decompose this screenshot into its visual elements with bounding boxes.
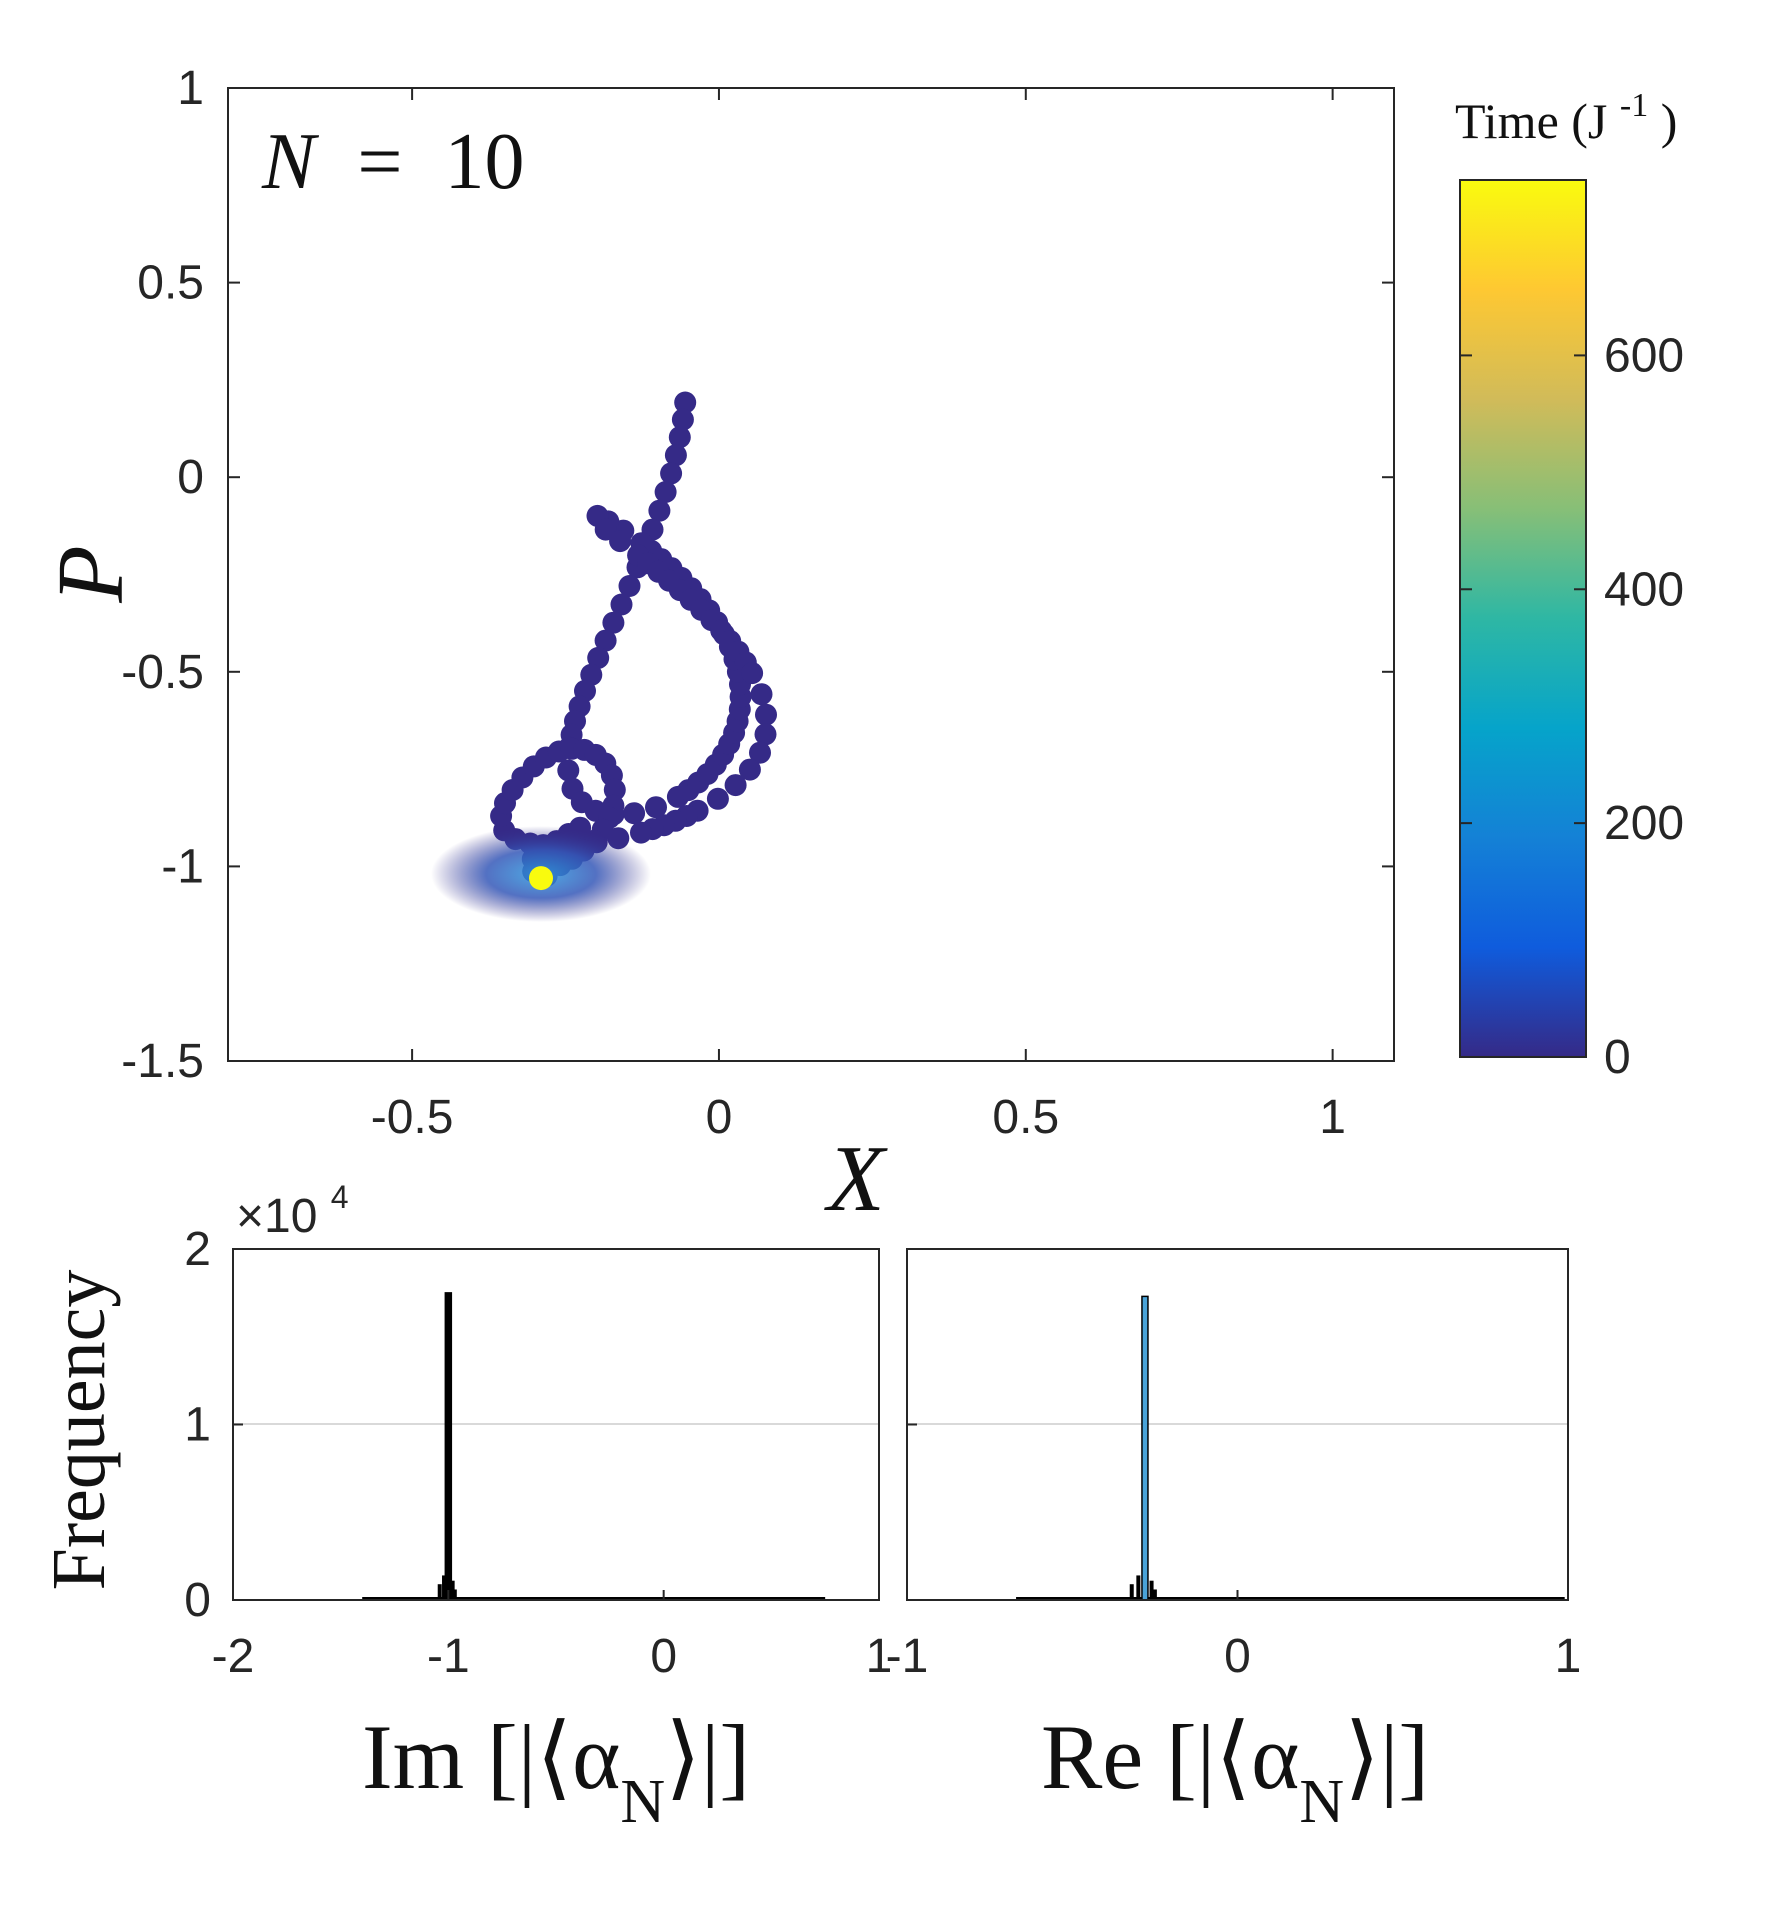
y-tick-label: 1	[177, 62, 204, 115]
y-tick-label: -0.5	[121, 646, 204, 699]
real-hist-ticks: -1 0 1	[886, 1248, 1582, 1683]
hist-x-tick-label: 1	[1555, 1630, 1582, 1683]
real-hist-xlabel-end: ⟩|]	[1344, 1706, 1429, 1808]
colorbar-tick-label: 200	[1604, 797, 1684, 850]
trajectory-point	[749, 741, 771, 764]
hist-bar	[1152, 1589, 1157, 1600]
annotation-value: 10	[444, 118, 524, 206]
hist-peak-bar	[444, 1292, 453, 1601]
y-tick-label: -1	[161, 840, 204, 893]
colorbar-ticks: 0 200 400 600	[1460, 329, 1684, 1084]
trajectory-point	[738, 758, 761, 781]
annotation-symbol: N	[261, 118, 320, 206]
real-hist-xlabel-main: Re [|⟨α	[1041, 1706, 1299, 1808]
hist-bar	[1129, 1584, 1134, 1600]
trajectory-point	[602, 611, 625, 634]
trajectory-point	[668, 426, 691, 449]
trajectory-point	[706, 787, 729, 810]
hist-floor	[362, 1597, 826, 1600]
hist-bar	[1149, 1580, 1154, 1600]
trajectory-point	[618, 575, 641, 597]
trajectory-point	[648, 499, 671, 522]
hist-y-tick-label: 2	[184, 1223, 211, 1276]
frequency-axis-label: Frequency	[37, 1270, 121, 1591]
trajectory-point	[630, 821, 652, 844]
hist-bar	[437, 1584, 442, 1600]
colorbar-label-main: Time (J	[1455, 93, 1607, 149]
hist-x-tick-label: 0	[650, 1630, 677, 1683]
trajectory-point	[724, 774, 747, 797]
trajectory-point	[674, 391, 697, 414]
trajectory-point	[664, 444, 687, 467]
colorbar-label: Time (J -1 )	[1455, 71, 1677, 149]
trajectory-point	[645, 796, 667, 819]
trajectory-point	[754, 723, 777, 746]
hist-bar	[452, 1589, 457, 1600]
trajectory-point	[610, 593, 633, 616]
x-tick-label: -0.5	[371, 1091, 454, 1144]
trajectory-point	[587, 646, 610, 669]
real-hist-bars	[1016, 1295, 1565, 1601]
trajectory-point	[741, 662, 764, 685]
hist-y-tick-label: 0	[184, 1574, 211, 1627]
colorbar-gradient	[1459, 179, 1587, 1058]
trajectory-point	[671, 408, 694, 431]
imag-hist-xlabel-main: Im [|⟨α	[362, 1706, 620, 1808]
colorbar: 0 200 400 600 Time (J -1 )	[1455, 71, 1684, 1084]
scatter-ticks: -0.5 0 0.5 1 1 0.5 0 -0.5 -1 -1.5	[121, 62, 1394, 1144]
real-histogram-panel: -1 0 1 Re [|⟨αN⟩|]	[886, 1248, 1582, 1836]
x-axis-label: X	[823, 1127, 888, 1231]
hist-x-tick-label: -2	[212, 1630, 255, 1683]
y-multiplier: ×10 4	[236, 1179, 349, 1243]
hist-x-tick-label: -1	[886, 1630, 929, 1683]
hist-bar	[450, 1580, 455, 1600]
colorbar-label-exp: -1	[1620, 87, 1648, 124]
y-multiplier-exp: 4	[331, 1179, 349, 1215]
x-tick-label: 1	[1319, 1091, 1346, 1144]
annotation-equals: =	[357, 118, 402, 206]
hist-x-tick-label: -1	[427, 1630, 470, 1683]
hist-y-tick-label: 1	[184, 1399, 211, 1452]
imag-histogram-panel: -2 -1 0 1 0 1 2 ×10 4 Frequency Im [|⟨αN⟩|]	[37, 1179, 892, 1836]
imag-hist-xlabel: Im [|⟨αN⟩|]	[362, 1706, 750, 1836]
hist-x-tick-label: 0	[1224, 1630, 1251, 1683]
y-tick-label: 0	[177, 451, 204, 504]
trajectory-point	[660, 462, 683, 485]
x-tick-label: 0	[706, 1091, 733, 1144]
y-multiplier-base: ×10	[236, 1190, 317, 1243]
scatter-annotation: N = 10	[261, 118, 524, 206]
real-hist-xlabel: Re [|⟨αN⟩|]	[1041, 1706, 1429, 1836]
scatter-axes-box	[227, 87, 1395, 1062]
imag-hist-xlabel-end: ⟩|]	[665, 1706, 750, 1808]
imag-hist-ticks: -2 -1 0 1 0 1 2	[184, 1223, 892, 1683]
imag-hist-bars	[362, 1292, 826, 1601]
trajectory-endpoint	[529, 866, 553, 891]
trajectory-point	[623, 802, 646, 825]
trajectory-point	[654, 481, 677, 503]
trajectory-point	[609, 530, 632, 553]
y-tick-label: -1.5	[121, 1035, 204, 1088]
trajectory-point	[750, 683, 773, 706]
trajectory-point	[594, 629, 617, 652]
hist-peak-bar	[1141, 1295, 1149, 1601]
trajectory-point	[557, 759, 580, 782]
colorbar-tick-label: 600	[1604, 329, 1684, 382]
colorbar-tick-label: 0	[1604, 1031, 1631, 1084]
real-hist-xlabel-sub: N	[1299, 1768, 1344, 1836]
trajectory-point	[755, 703, 777, 726]
hist-x-tick-label: 1	[866, 1630, 893, 1683]
hist-bar	[442, 1575, 447, 1600]
hist-bar	[1136, 1575, 1141, 1600]
trajectory-points	[490, 391, 777, 887]
colorbar-label-close: )	[1661, 93, 1678, 149]
hist-floor	[1016, 1597, 1565, 1600]
y-axis-label: P	[39, 545, 143, 603]
imag-hist-xlabel-sub: N	[620, 1768, 665, 1836]
x-tick-label: 0.5	[992, 1091, 1059, 1144]
y-tick-label: 0.5	[137, 257, 204, 310]
colorbar-tick-label: 400	[1604, 563, 1684, 616]
phase-space-panel: -0.5 0 0.5 1 1 0.5 0 -0.5 -1 -1.5 N = 10 X P	[39, 62, 1395, 1231]
trajectory-point	[603, 778, 626, 801]
